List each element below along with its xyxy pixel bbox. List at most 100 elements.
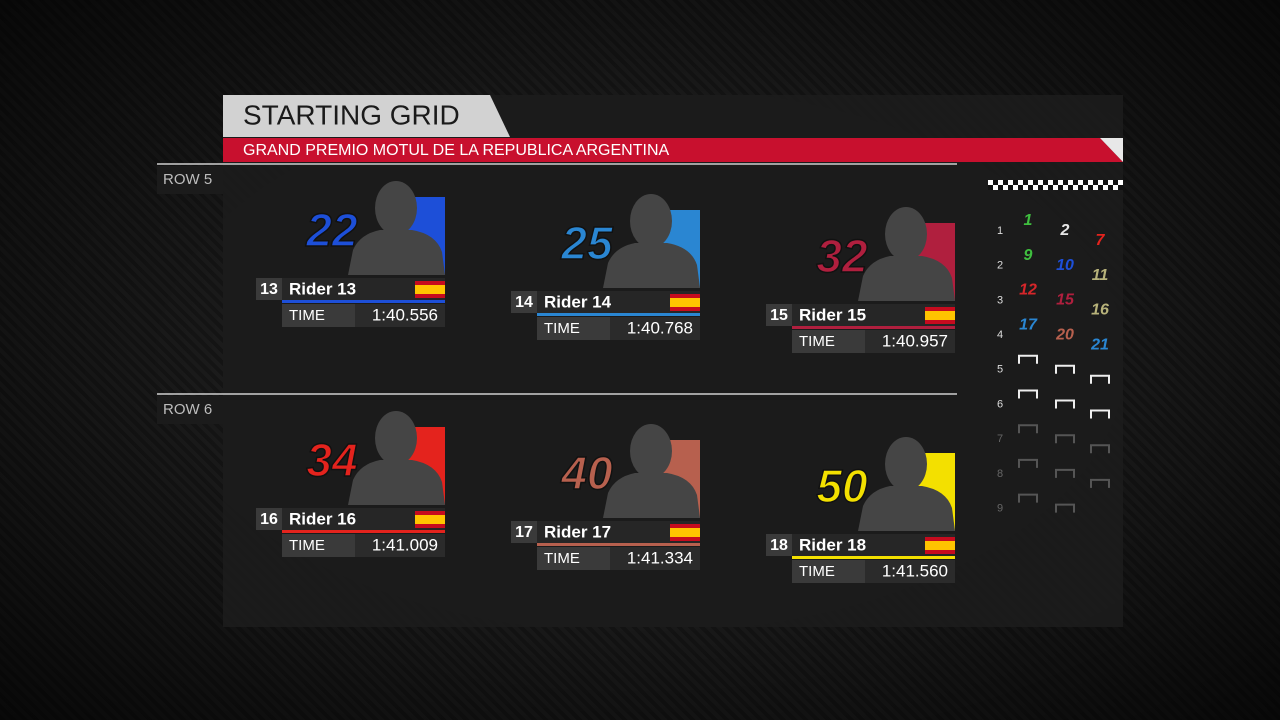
bike-number: 22 xyxy=(305,204,358,256)
flag-yellow xyxy=(925,311,955,320)
checker xyxy=(1063,180,1068,185)
position-box xyxy=(511,521,537,543)
empty-slot xyxy=(1018,493,1038,503)
checker xyxy=(1018,185,1023,190)
checker xyxy=(1108,185,1113,190)
grid-bike-number: 9 xyxy=(1024,247,1033,264)
grid-row-number: 4 xyxy=(997,329,1003,341)
time-label: TIME xyxy=(289,307,325,324)
checker xyxy=(988,185,993,190)
grid-row-number: 6 xyxy=(997,398,1003,410)
row-label-bg xyxy=(157,396,223,424)
team-underline xyxy=(537,543,700,546)
grid-row-number: 5 xyxy=(997,364,1003,376)
flag-yellow xyxy=(670,528,700,537)
grid-bike-number: 15 xyxy=(1056,292,1075,309)
grid-bike-number: 20 xyxy=(1055,326,1074,343)
rider-body xyxy=(348,230,445,275)
time-label-box xyxy=(282,534,355,557)
lap-time: 1:40.556 xyxy=(372,305,438,324)
time-label: TIME xyxy=(799,333,835,350)
checker xyxy=(1038,185,1043,190)
empty-slot xyxy=(1018,354,1038,364)
checker xyxy=(1058,185,1063,190)
subtitle-corner xyxy=(1100,138,1123,162)
empty-slot xyxy=(1055,468,1075,478)
grid-bike-number: 10 xyxy=(1056,257,1074,274)
checker xyxy=(1103,180,1108,185)
checker xyxy=(1093,180,1098,185)
rider-name: Rider 13 xyxy=(289,279,356,298)
empty-slot xyxy=(1055,364,1075,374)
subtitle-bar xyxy=(223,138,1123,162)
bike-number: 40 xyxy=(560,447,613,499)
empty-slot xyxy=(1055,399,1075,409)
time-box xyxy=(865,560,955,583)
subtitle: GRAND PREMIO MOTUL DE LA REPUBLICA ARGEN… xyxy=(243,142,669,159)
empty-slot xyxy=(1090,374,1110,384)
checker xyxy=(1078,185,1083,190)
position: 17 xyxy=(515,524,533,541)
empty-slot xyxy=(1055,434,1075,444)
team-underline xyxy=(282,300,445,303)
grid-bike-number: 16 xyxy=(1091,302,1109,319)
grid-row-number: 2 xyxy=(997,260,1003,272)
empty-slot xyxy=(1090,409,1110,419)
name-bar xyxy=(282,508,445,530)
grid-bike-number: 21 xyxy=(1090,336,1109,353)
bike-number: 34 xyxy=(306,434,357,486)
checker xyxy=(1098,185,1103,190)
time-label: TIME xyxy=(544,550,580,567)
checker xyxy=(1023,180,1028,185)
checker xyxy=(1053,180,1058,185)
rider-head xyxy=(375,181,417,235)
rider-head xyxy=(375,411,417,465)
grid-bike-number: 12 xyxy=(1019,282,1037,299)
checker xyxy=(998,185,1003,190)
grid-row-number: 8 xyxy=(997,468,1003,480)
grid-row-number: 7 xyxy=(997,433,1003,445)
rider-name: Rider 18 xyxy=(799,535,866,554)
time-box xyxy=(610,317,700,340)
position-box xyxy=(766,534,792,556)
empty-slot xyxy=(1055,503,1075,513)
empty-slot xyxy=(1018,458,1038,468)
bike-number: 32 xyxy=(816,230,868,282)
team-underline xyxy=(537,313,700,316)
rider-body xyxy=(603,243,700,288)
time-box xyxy=(865,330,955,353)
time-label-box xyxy=(282,304,355,327)
checker xyxy=(1088,185,1093,190)
rider-name: Rider 16 xyxy=(289,509,356,528)
empty-slot xyxy=(1090,444,1110,454)
name-bar xyxy=(537,291,700,313)
rider-body xyxy=(603,473,700,518)
bike-number: 25 xyxy=(560,217,614,269)
lap-time: 1:41.334 xyxy=(627,548,693,567)
lap-time: 1:40.768 xyxy=(627,318,693,337)
time-box xyxy=(610,547,700,570)
lap-time: 1:40.957 xyxy=(882,331,948,350)
team-underline xyxy=(282,530,445,533)
rider-body xyxy=(858,256,955,301)
time-label: TIME xyxy=(799,563,835,580)
bike-number: 50 xyxy=(816,460,868,512)
rider-head xyxy=(630,424,672,478)
position: 16 xyxy=(260,511,278,528)
grid-bike-number: 11 xyxy=(1092,267,1109,284)
empty-slot xyxy=(1018,424,1038,434)
checker xyxy=(1113,180,1118,185)
time-label-box xyxy=(537,317,610,340)
time-label: TIME xyxy=(289,537,325,554)
grid-bike-number: 17 xyxy=(1019,316,1038,333)
time-label: TIME xyxy=(544,320,580,337)
row-label: ROW 5 xyxy=(163,171,212,188)
title-tab xyxy=(223,95,510,137)
lap-time: 1:41.560 xyxy=(882,561,948,580)
time-box xyxy=(355,534,445,557)
position-box xyxy=(256,278,282,300)
rider-body xyxy=(858,486,955,531)
time-label-box xyxy=(537,547,610,570)
